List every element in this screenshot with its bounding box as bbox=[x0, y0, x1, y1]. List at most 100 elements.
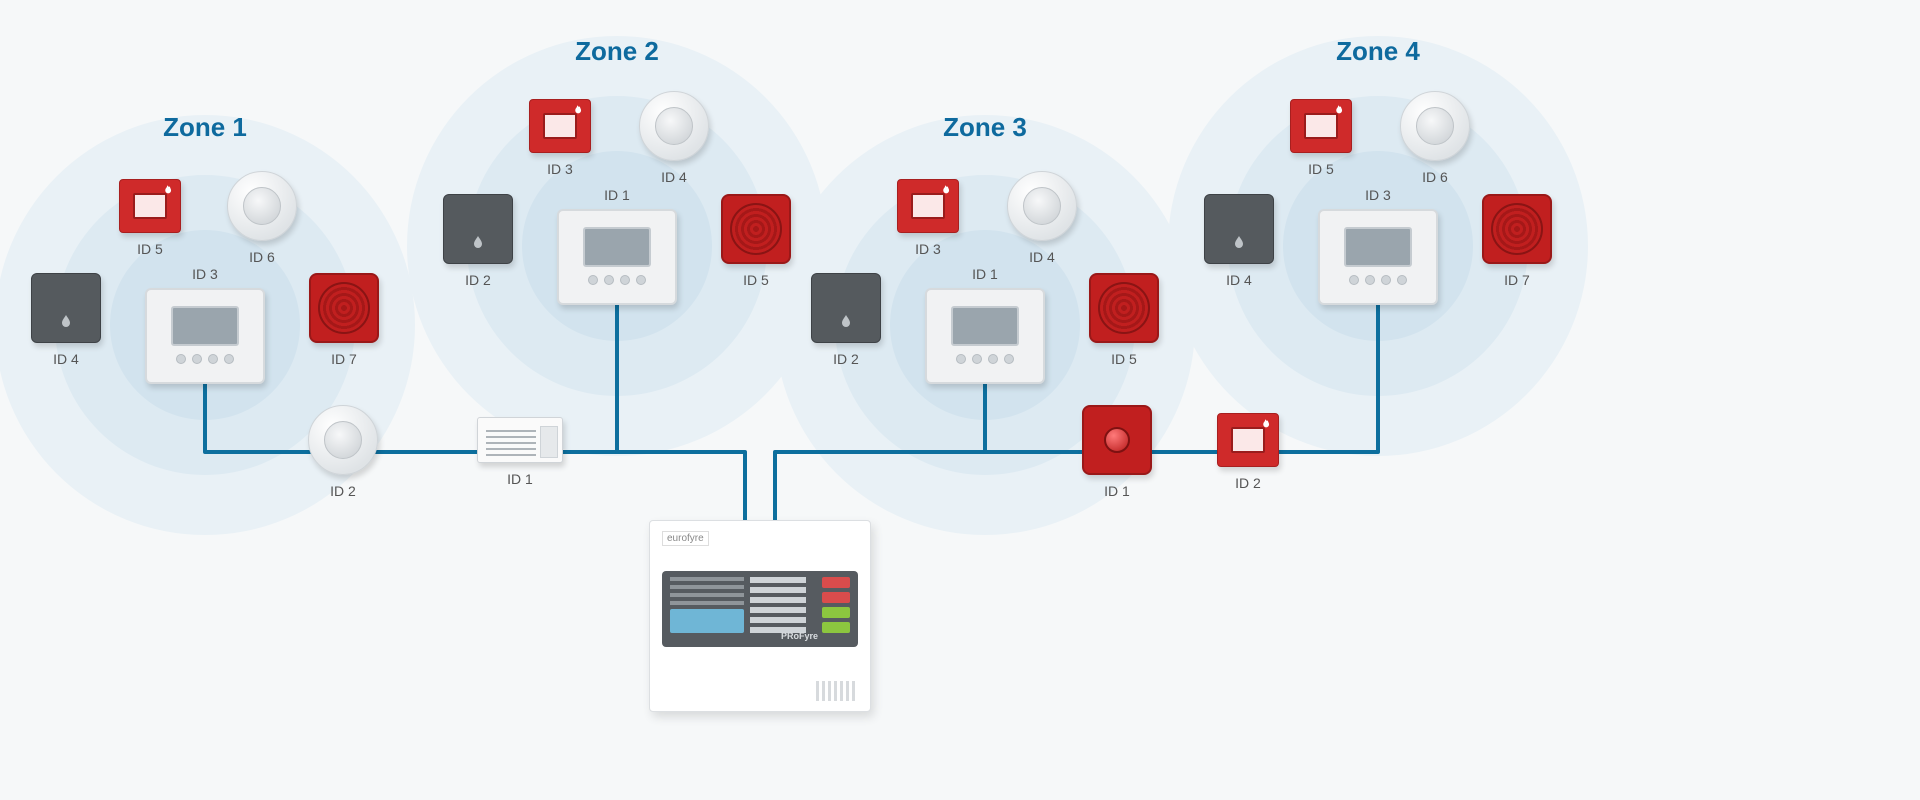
callpoint-device: ID 5 bbox=[1290, 99, 1352, 177]
sounder-device: ID 7 bbox=[309, 273, 379, 367]
sounder-grille bbox=[1098, 282, 1150, 334]
module-lines bbox=[486, 426, 536, 456]
device-id-label: ID 2 bbox=[1235, 475, 1261, 491]
callpoint-body bbox=[1290, 99, 1352, 153]
device-id-label: ID 7 bbox=[1504, 272, 1530, 288]
survey-device: ID 2 bbox=[443, 194, 513, 288]
survey-device: ID 4 bbox=[31, 273, 101, 367]
detector-body bbox=[227, 171, 297, 241]
panel-button bbox=[822, 592, 850, 603]
hub-device: ID 1 bbox=[925, 266, 1045, 384]
hub-buttons bbox=[170, 354, 240, 372]
device-id-label: ID 1 bbox=[507, 471, 533, 487]
callpoint-body bbox=[897, 179, 959, 233]
module-body bbox=[477, 417, 563, 463]
detector-core bbox=[324, 421, 362, 459]
detector-body bbox=[1400, 91, 1470, 161]
zone-title: Zone 3 bbox=[943, 112, 1027, 143]
panel-product-label: PRoFyre bbox=[781, 631, 818, 641]
callpoint-device: ID 3 bbox=[529, 99, 591, 177]
detector-device: ID 6 bbox=[227, 171, 297, 265]
module-tab bbox=[540, 426, 558, 458]
zone-title: Zone 2 bbox=[575, 36, 659, 67]
survey-body bbox=[1204, 194, 1274, 264]
droplet-icon bbox=[838, 313, 854, 334]
hub-buttons bbox=[950, 354, 1020, 372]
device-id-label: ID 5 bbox=[1308, 161, 1334, 177]
sounder-device: ID 5 bbox=[1089, 273, 1159, 367]
flame-icon bbox=[938, 184, 952, 198]
panel-button bbox=[822, 622, 850, 633]
device-id-label: ID 4 bbox=[661, 169, 687, 185]
device-id-label: ID 6 bbox=[249, 249, 275, 265]
hub-body bbox=[925, 288, 1045, 384]
flame-icon bbox=[1258, 418, 1272, 432]
sounder-body bbox=[721, 194, 791, 264]
callpoint-device: ID 3 bbox=[897, 179, 959, 257]
device-id-label: ID 5 bbox=[1111, 351, 1137, 367]
panel-led-grid bbox=[670, 577, 744, 605]
device-id-label: ID 4 bbox=[1029, 249, 1055, 265]
hub-screen bbox=[583, 227, 651, 267]
panel-button bbox=[822, 577, 850, 588]
device-id-label: ID 3 bbox=[547, 161, 573, 177]
sounder-dot-body bbox=[1082, 405, 1152, 475]
hub-screen bbox=[171, 306, 239, 346]
panel-button bbox=[822, 607, 850, 618]
sounder-dot-device: ID 1 bbox=[1082, 405, 1152, 499]
sounder-lamp bbox=[1104, 427, 1130, 453]
detector-core bbox=[1023, 187, 1061, 225]
panel-bezel: PRoFyre bbox=[662, 571, 858, 647]
sounder-grille bbox=[318, 282, 370, 334]
panel-brand: eurofyre bbox=[662, 531, 709, 546]
survey-device: ID 4 bbox=[1204, 194, 1274, 288]
detector-device: ID 4 bbox=[1007, 171, 1077, 265]
sounder-grille bbox=[730, 203, 782, 255]
detector-device: ID 6 bbox=[1400, 91, 1470, 185]
hub-screen bbox=[1344, 227, 1412, 267]
device-id-label: ID 1 bbox=[604, 187, 630, 203]
device-id-label: ID 3 bbox=[915, 241, 941, 257]
sounder-device: ID 5 bbox=[721, 194, 791, 288]
survey-body bbox=[811, 273, 881, 343]
hub-body bbox=[145, 288, 265, 384]
hub-body bbox=[557, 209, 677, 305]
droplet-icon bbox=[1231, 234, 1247, 255]
flame-icon bbox=[570, 104, 584, 118]
flame-icon bbox=[1331, 104, 1345, 118]
hub-device: ID 3 bbox=[1318, 187, 1438, 305]
device-id-label: ID 6 bbox=[1422, 169, 1448, 185]
device-id-label: ID 4 bbox=[53, 351, 79, 367]
panel-frame: eurofyre PRoFyre bbox=[649, 520, 871, 712]
callpoint-device: ID 2 bbox=[1217, 413, 1279, 491]
device-id-label: ID 7 bbox=[331, 351, 357, 367]
detector-device: ID 2 bbox=[308, 405, 378, 499]
device-id-label: ID 2 bbox=[330, 483, 356, 499]
sounder-device: ID 7 bbox=[1482, 194, 1552, 288]
hub-buttons bbox=[1343, 275, 1413, 293]
device-id-label: ID 3 bbox=[1365, 187, 1391, 203]
hub-device: ID 3 bbox=[145, 266, 265, 384]
callpoint-body bbox=[1217, 413, 1279, 467]
panel-lcd bbox=[670, 609, 744, 633]
device-id-label: ID 5 bbox=[137, 241, 163, 257]
detector-body bbox=[308, 405, 378, 475]
sounder-grille bbox=[1491, 203, 1543, 255]
callpoint-body bbox=[529, 99, 591, 153]
control-panel: eurofyre PRoFyre bbox=[649, 520, 871, 712]
survey-device: ID 2 bbox=[811, 273, 881, 367]
survey-body bbox=[443, 194, 513, 264]
hub-buttons bbox=[582, 275, 652, 293]
device-id-label: ID 2 bbox=[833, 351, 859, 367]
flame-icon bbox=[160, 184, 174, 198]
hub-device: ID 1 bbox=[557, 187, 677, 305]
detector-core bbox=[655, 107, 693, 145]
sounder-body bbox=[1089, 273, 1159, 343]
zone-title: Zone 4 bbox=[1336, 36, 1420, 67]
panel-keypad bbox=[750, 577, 806, 633]
sounder-body bbox=[309, 273, 379, 343]
zone-title: Zone 1 bbox=[163, 112, 247, 143]
device-id-label: ID 1 bbox=[1104, 483, 1130, 499]
survey-body bbox=[31, 273, 101, 343]
detector-core bbox=[1416, 107, 1454, 145]
